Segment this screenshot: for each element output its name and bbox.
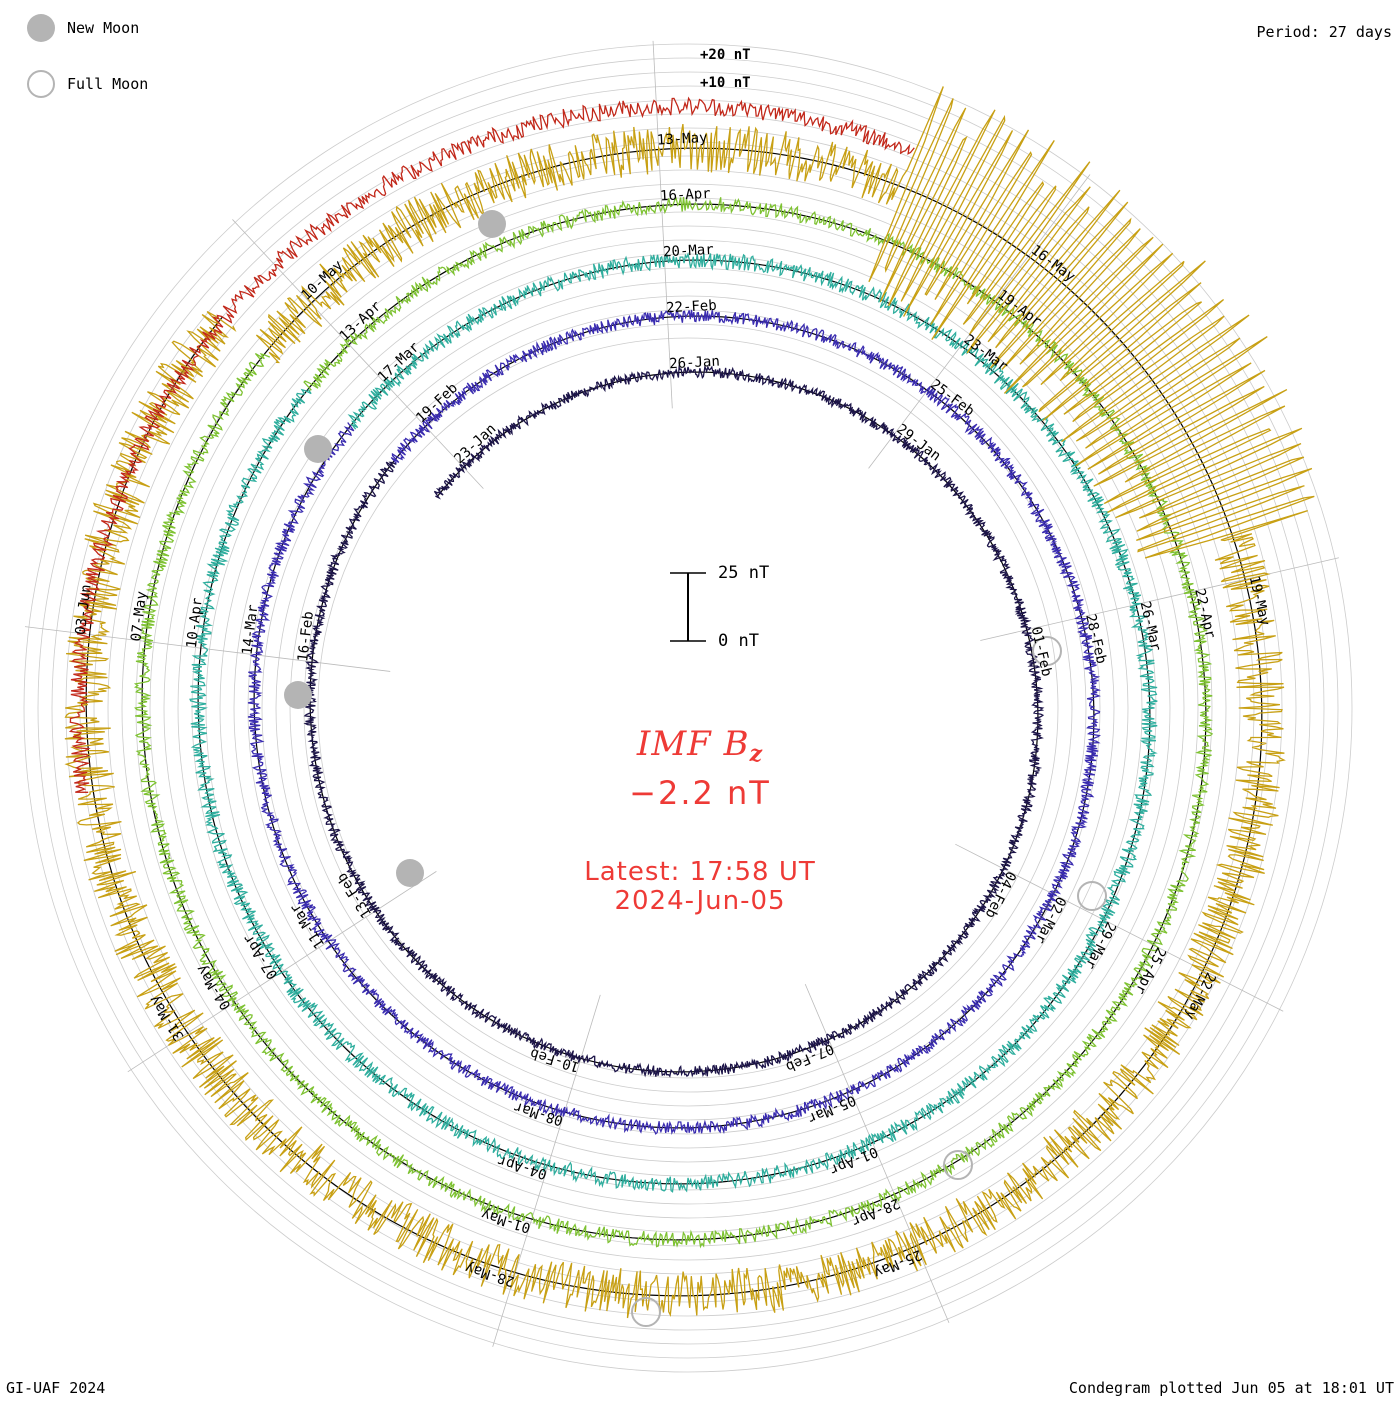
grid-circle <box>219 239 1157 1177</box>
grid-circle <box>303 323 1073 1093</box>
scale-bar <box>670 572 706 642</box>
date-label: 16-Feb <box>295 610 317 662</box>
grid-circle <box>149 169 1227 1247</box>
grid-circle <box>275 295 1101 1121</box>
new-moon-marker <box>304 435 332 463</box>
imf-bz-value: −2.2 nT <box>629 774 771 812</box>
plotted-timestamp: Condegram plotted Jun 05 at 18:01 UT <box>1068 1379 1394 1397</box>
new-moon-label: New Moon <box>67 19 140 37</box>
date-label: 13-May <box>657 130 708 149</box>
full-moon-marker <box>1032 636 1062 666</box>
imf-title-main: IMF B <box>636 724 750 764</box>
new-moon-marker <box>284 681 312 709</box>
full-moon-icon <box>27 70 55 98</box>
grid-spoke <box>804 983 950 1324</box>
trace-17-Mar-to-12-Apr <box>189 252 1158 1193</box>
date-label: 01-May <box>480 1206 533 1236</box>
grid-circle <box>317 337 1059 1079</box>
scale-bar-bottom-label: 0 nT <box>718 631 759 651</box>
grid-circle <box>289 309 1087 1107</box>
date-label: 16-Apr <box>660 186 711 205</box>
scale-bar-top-label: 25 nT <box>718 563 770 583</box>
trace-10-May-to-05-Jun <box>64 86 1315 1319</box>
grid-circle <box>177 197 1199 1219</box>
date-label: 28-Apr <box>849 1195 902 1230</box>
grid-spoke <box>955 843 1284 1012</box>
date-label: 23-Jan <box>452 421 500 467</box>
legend-new-moon: New Moon <box>27 14 139 42</box>
grid-circle <box>93 113 1283 1303</box>
new-moon-marker <box>396 859 424 887</box>
date-label: 05-Mar <box>805 1092 858 1127</box>
moon-layer <box>284 210 1107 1327</box>
date-label: 03-Jun <box>73 584 95 636</box>
grid-circle <box>191 211 1185 1205</box>
grid-circle <box>163 183 1213 1233</box>
grid-spoke <box>980 557 1339 641</box>
date-label: 10-Apr <box>184 597 206 649</box>
amplitude-label-plus10: +10 nT <box>700 75 751 91</box>
grid-circle <box>65 85 1311 1331</box>
grid-circle <box>233 253 1143 1163</box>
grid-circle <box>51 71 1325 1345</box>
grid-circle <box>247 267 1129 1149</box>
latest-date: 2024-Jun-05 <box>614 886 786 916</box>
date-label: 29-Jan <box>893 421 943 464</box>
grid-circle <box>37 57 1339 1359</box>
full-moon-marker <box>1077 881 1107 911</box>
legend-full-moon: Full Moon <box>27 70 148 98</box>
trace-layer <box>64 86 1315 1319</box>
amplitude-label-plus20: +20 nT <box>700 47 751 63</box>
full-moon-marker <box>631 1297 661 1327</box>
trace-latest <box>68 96 915 793</box>
latest-time: Latest: 17:58 UT <box>584 857 816 887</box>
trace-23-Jan-to-18-Feb <box>303 364 1045 1078</box>
date-label: 14-Mar <box>239 604 261 656</box>
grid-spoke <box>652 40 673 409</box>
imf-bz-title: IMF Bz <box>0 724 1400 767</box>
credit-label: GI-UAF 2024 <box>6 1379 106 1397</box>
imf-title-subscript: z <box>749 741 764 767</box>
trace-19-Feb-to-16-Mar <box>247 309 1102 1135</box>
date-label: 22-Feb <box>666 298 717 317</box>
date-label: 26-Jan <box>669 354 720 373</box>
grid-circle <box>23 43 1353 1373</box>
date-label: 20-Mar <box>663 242 714 261</box>
trace-13-Apr-to-09-May <box>133 196 1214 1249</box>
grid-spoke <box>127 871 437 1073</box>
grid-circle <box>261 281 1115 1135</box>
date-label: 07-May <box>128 590 150 642</box>
new-moon-marker <box>478 210 506 238</box>
latest-readout: Latest: 17:58 UT 2024-Jun-05 <box>0 858 1400 916</box>
new-moon-icon <box>27 14 55 42</box>
full-moon-label: Full Moon <box>67 75 149 93</box>
period-label: Period: 27 days <box>1256 23 1392 41</box>
full-moon-marker <box>943 1150 973 1180</box>
date-label: 04-Apr <box>496 1152 549 1182</box>
